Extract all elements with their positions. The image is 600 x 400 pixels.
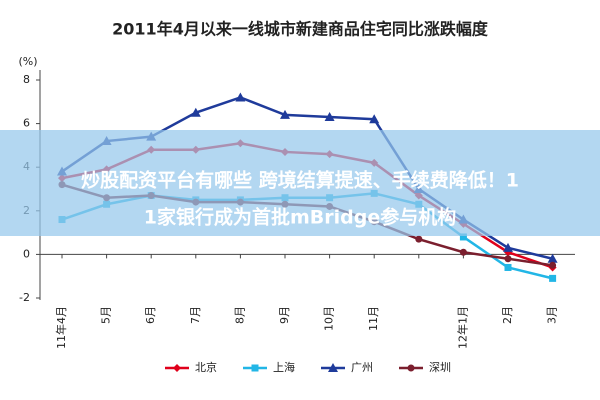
y-tick-label: 8: [23, 73, 30, 86]
x-tick-label: 12年1月: [455, 306, 469, 349]
marker: [235, 92, 246, 102]
marker: [407, 364, 415, 372]
marker: [173, 364, 181, 372]
y-tick-label: -2: [19, 291, 30, 304]
banner-band: [0, 130, 600, 236]
x-tick-label: 2月: [501, 306, 514, 324]
marker: [549, 274, 557, 282]
marker: [459, 248, 467, 256]
marker: [328, 363, 338, 372]
chart-title: 2011年4月以来一线城市新建商品住宅同比涨跌幅度: [112, 20, 489, 39]
legend-label: 北京: [195, 360, 217, 374]
marker: [547, 253, 558, 263]
marker: [459, 233, 467, 241]
x-tick-label: 8月: [233, 306, 246, 324]
marker: [280, 109, 290, 119]
y-axis-label: (%): [18, 55, 37, 68]
marker: [504, 255, 512, 263]
y-tick-label: 0: [23, 247, 30, 260]
legend-label: 上海: [273, 360, 295, 374]
banner-text: 1家银行成为首批mBridge参与机构: [144, 206, 456, 229]
marker: [190, 107, 201, 117]
marker: [251, 364, 259, 372]
x-tick-label: 9月: [278, 306, 291, 324]
x-tick-label: 3月: [546, 306, 559, 324]
marker: [369, 114, 380, 124]
marker: [504, 263, 512, 271]
x-tick-label: 6月: [144, 306, 157, 324]
x-tick-label: 11月: [367, 306, 380, 331]
legend-label: 广州: [351, 361, 373, 374]
x-tick-label: 7月: [189, 306, 202, 324]
legend-label: 深圳: [429, 361, 451, 374]
marker: [324, 112, 335, 122]
banner-text: 炒股配资平台有哪些 跨境结算提速、手续费降低！1: [81, 169, 519, 192]
x-tick-label: 5月: [100, 306, 113, 324]
x-tick-label: 10月: [323, 306, 336, 331]
x-tick-label: 11年4月: [54, 306, 68, 349]
marker: [415, 235, 423, 243]
y-tick-label: 6: [23, 117, 30, 130]
marker: [549, 261, 557, 269]
marker: [503, 242, 513, 252]
